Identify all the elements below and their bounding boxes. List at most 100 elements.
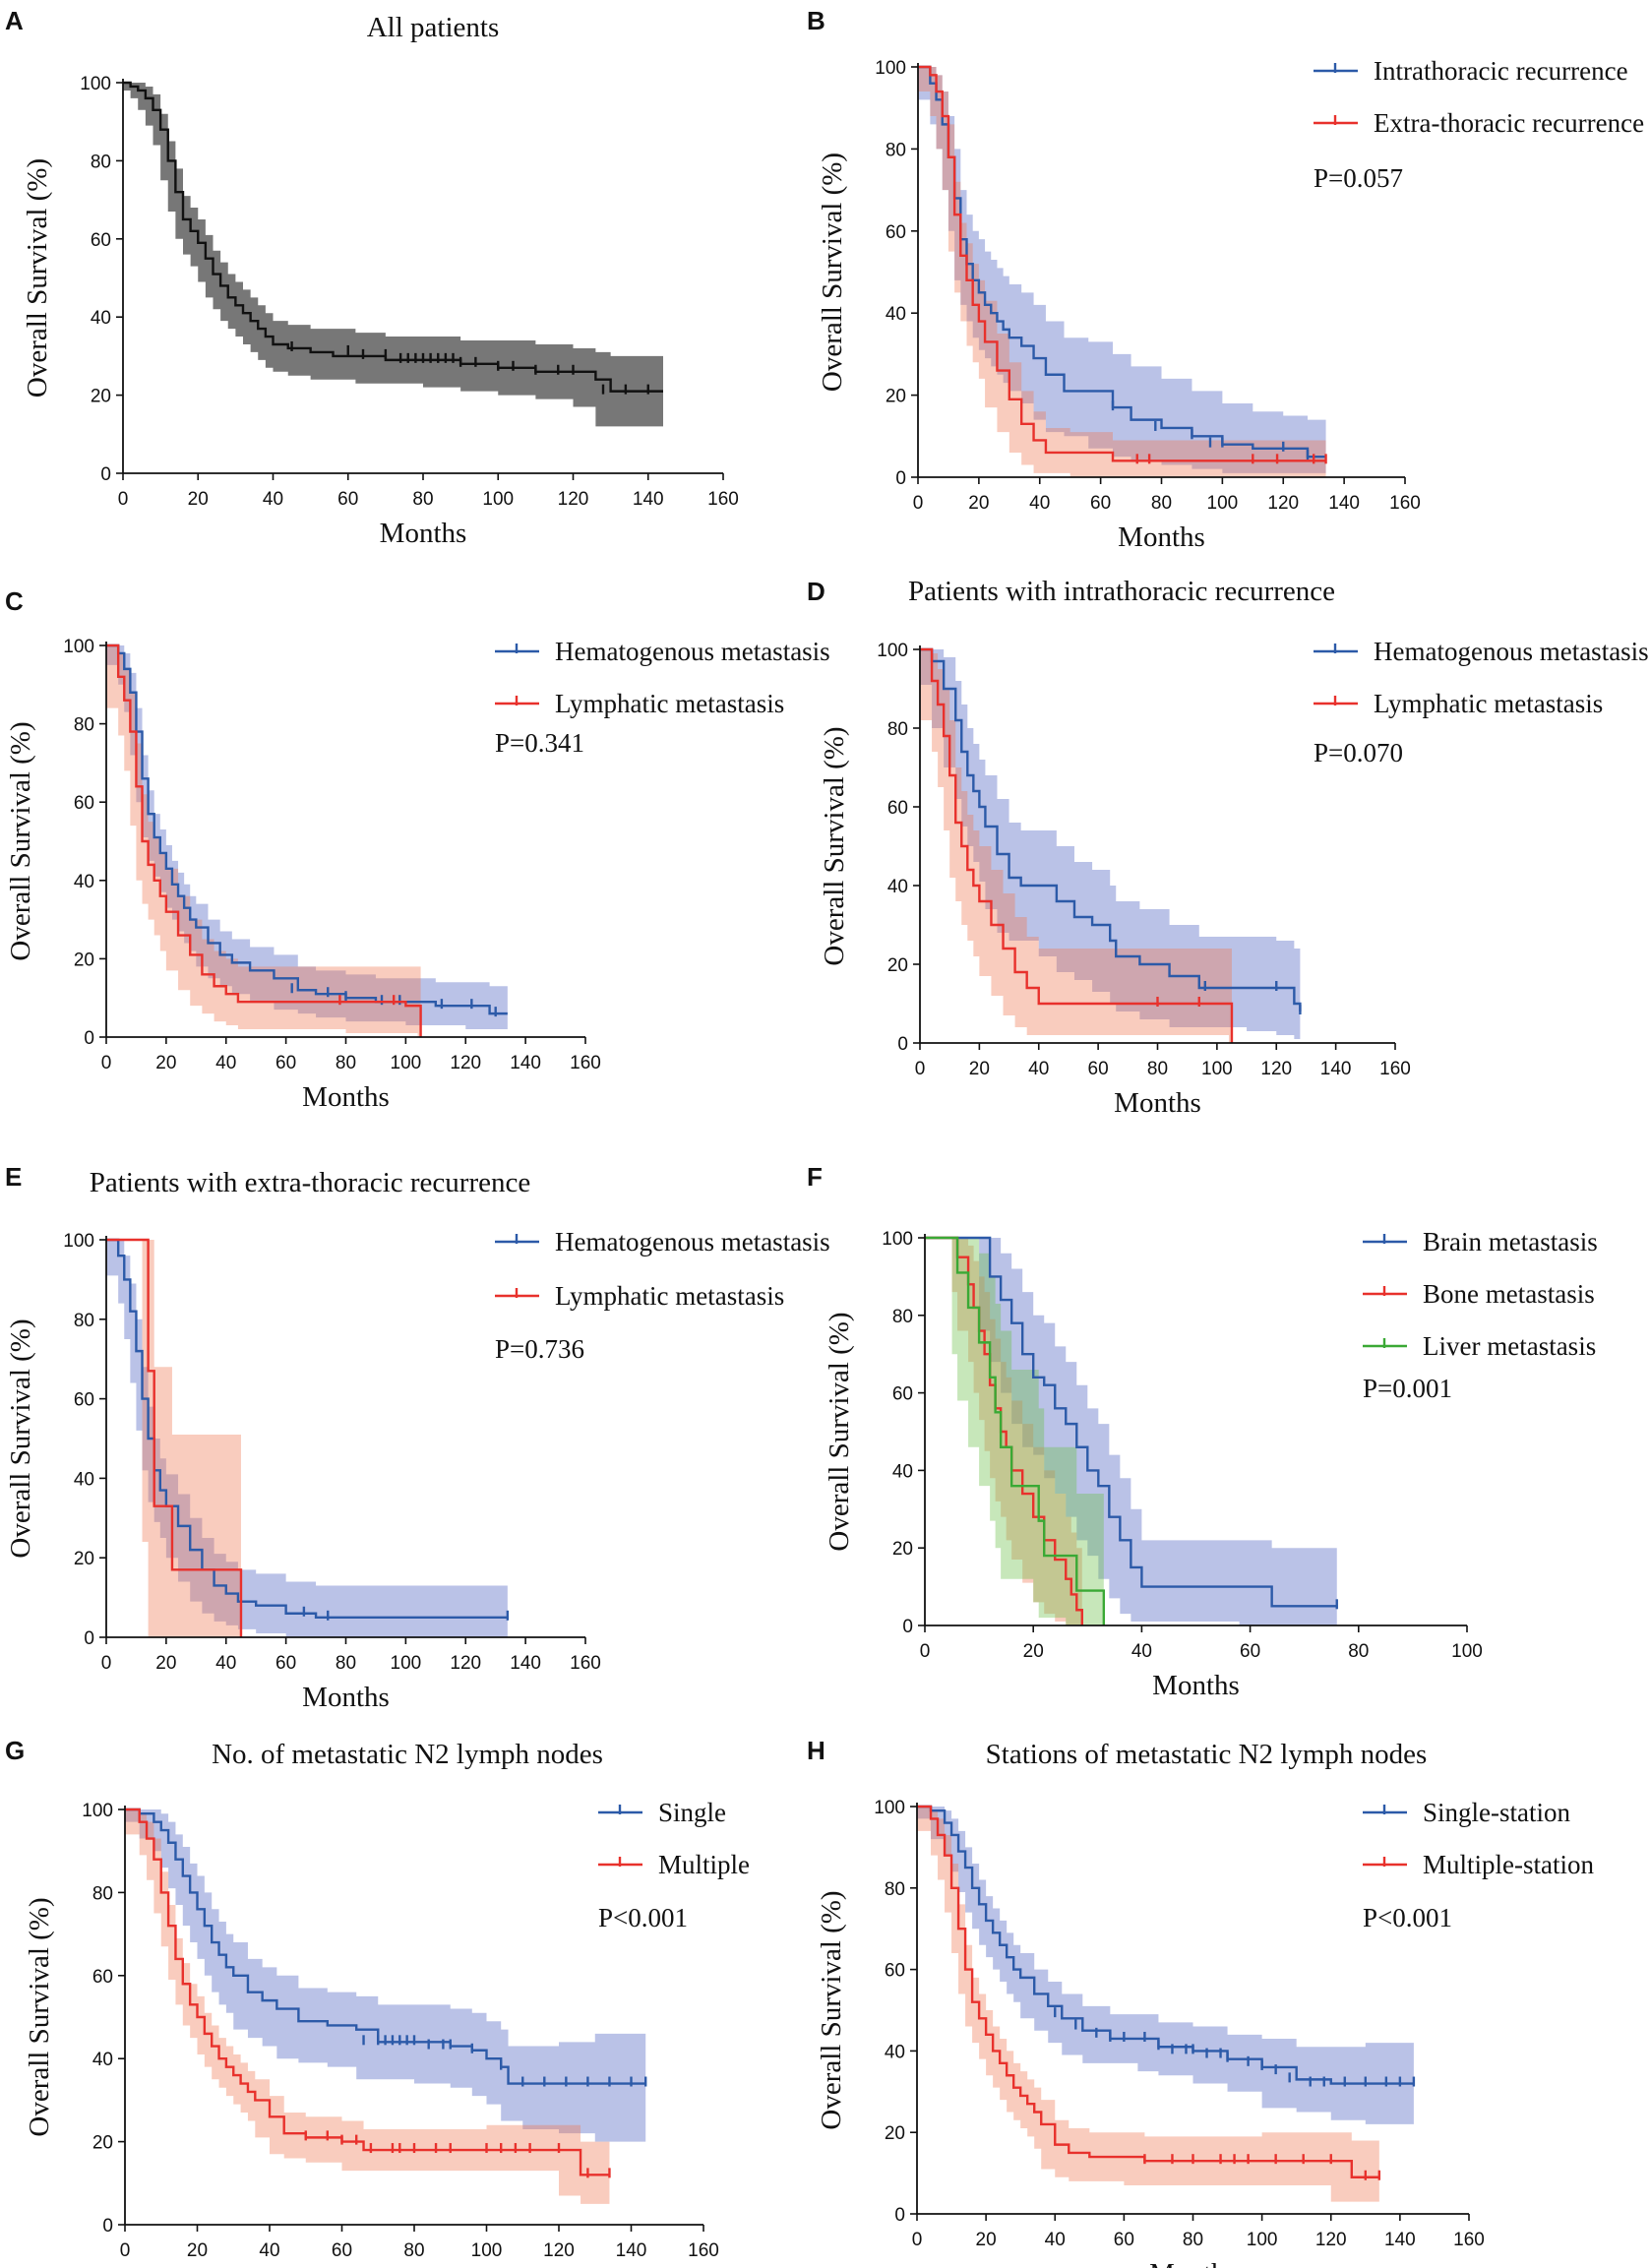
panel-title: Patients with extra-thoracic recurrence xyxy=(90,1167,530,1198)
x-tick-label: 20 xyxy=(976,2230,997,2250)
survival-curve-1 xyxy=(918,65,1326,462)
panel-H: H Stations of metastatic N2 lymph nodes 0 2… xyxy=(807,1736,1594,2268)
x-tick-label: 120 xyxy=(1315,2230,1347,2250)
x-tick-label: 160 xyxy=(1379,1059,1411,1079)
y-tick-label: 20 xyxy=(74,950,94,970)
x-tick-label: 60 xyxy=(275,1653,296,1674)
x-tick-label: 140 xyxy=(510,1653,541,1674)
survival-curve-1 xyxy=(917,1805,1379,2178)
legend-label: Hematogenous metastasis xyxy=(555,637,830,666)
x-tick-label: 160 xyxy=(570,1053,601,1073)
x-tick-label: 160 xyxy=(1389,493,1421,514)
x-tick-label: 20 xyxy=(187,2240,208,2261)
p-value: P=0.001 xyxy=(1363,1374,1452,1403)
x-tick-label: 120 xyxy=(450,1053,481,1073)
y-axis-label: Overall Survival (%) xyxy=(816,1890,847,2129)
x-tick-label: 120 xyxy=(1260,1059,1292,1079)
x-tick-label: 80 xyxy=(336,1053,356,1073)
confidence-band-0 xyxy=(106,1240,508,1637)
y-tick-label: 80 xyxy=(887,719,908,740)
x-tick-label: 100 xyxy=(1247,2230,1278,2250)
y-tick-label: 0 xyxy=(84,1628,94,1649)
x-tick-label: 0 xyxy=(915,1059,926,1079)
x-tick-label: 40 xyxy=(215,1053,236,1073)
y-tick-label: 80 xyxy=(885,1879,905,1900)
y-tick-label: 80 xyxy=(92,1883,113,1904)
x-tick-label: 140 xyxy=(1384,2230,1416,2250)
legend-label: Hematogenous metastasis xyxy=(1374,637,1649,666)
legend-label: Lymphatic metastasis xyxy=(1374,689,1603,718)
y-tick-label: 80 xyxy=(892,1307,913,1327)
y-tick-label: 60 xyxy=(885,1961,905,1982)
x-tick-label: 0 xyxy=(101,1053,112,1073)
y-axis-label: Overall Survival (%) xyxy=(24,1897,55,2136)
y-tick-label: 20 xyxy=(92,2133,113,2154)
confidence-band-0 xyxy=(917,1807,1414,2124)
x-tick-label: 40 xyxy=(259,2240,279,2261)
legend-label: Liver metastasis xyxy=(1423,1331,1596,1361)
x-tick-label: 0 xyxy=(912,2230,923,2250)
p-value: P<0.001 xyxy=(598,1903,688,1932)
p-value: P=0.341 xyxy=(495,728,584,758)
x-tick-label: 140 xyxy=(1320,1059,1352,1079)
y-tick-label: 100 xyxy=(875,58,906,79)
panel-letter: B xyxy=(807,6,825,35)
x-tick-label: 160 xyxy=(688,2240,719,2261)
y-tick-label: 0 xyxy=(894,2205,905,2226)
y-tick-label: 40 xyxy=(92,2050,113,2070)
y-tick-label: 0 xyxy=(100,464,111,485)
x-tick-label: 80 xyxy=(403,2240,424,2261)
confidence-band-1 xyxy=(106,1240,241,1637)
x-tick-label: 40 xyxy=(1029,493,1050,514)
y-tick-label: 60 xyxy=(91,230,111,251)
y-tick-label: 20 xyxy=(886,387,906,407)
y-tick-label: 40 xyxy=(892,1461,913,1482)
y-tick-label: 40 xyxy=(885,2042,905,2062)
y-tick-label: 60 xyxy=(887,798,908,819)
y-tick-label: 20 xyxy=(887,955,908,976)
y-tick-label: 100 xyxy=(877,641,908,661)
legend-label: Lymphatic metastasis xyxy=(555,1281,784,1311)
legend-label: Intrathoracic recurrence xyxy=(1374,56,1628,86)
x-tick-label: 60 xyxy=(332,2240,352,2261)
x-tick-label: 160 xyxy=(570,1653,601,1674)
y-tick-label: 100 xyxy=(63,637,94,657)
x-tick-label: 120 xyxy=(543,2240,575,2261)
survival-curve-0 xyxy=(106,644,508,1015)
y-tick-label: 60 xyxy=(92,1967,113,1988)
survival-curve-2 xyxy=(925,1236,1106,1625)
p-value: P=0.070 xyxy=(1314,738,1403,767)
panel-G: G No. of metastatic N2 lymph nodes 0 20 40 60… xyxy=(5,1736,750,2261)
panel-C: C0 20 40 60 80 100 120 140 160020406080100Months… xyxy=(5,586,830,1113)
x-tick-label: 160 xyxy=(707,489,739,510)
p-value: P<0.001 xyxy=(1363,1903,1452,1932)
panel-E: E Patients with extra-thoracic recurrence… xyxy=(5,1162,830,1713)
survival-curve-1 xyxy=(106,644,422,1037)
y-tick-label: 40 xyxy=(886,304,906,325)
confidence-band-1 xyxy=(918,67,1326,477)
x-tick-label: 100 xyxy=(391,1653,422,1674)
panel-letter: G xyxy=(5,1736,25,1765)
y-tick-label: 100 xyxy=(874,1798,905,1818)
panel-letter: E xyxy=(5,1162,22,1192)
y-axis-label: Overall Survival (%) xyxy=(22,158,53,398)
survival-curve-1 xyxy=(106,1238,243,1637)
confidence-band-0 xyxy=(106,645,508,1030)
y-tick-label: 100 xyxy=(882,1229,913,1250)
x-axis-label: Months xyxy=(380,518,467,549)
x-tick-label: 20 xyxy=(968,493,989,514)
y-tick-label: 40 xyxy=(91,308,111,329)
y-tick-label: 20 xyxy=(892,1539,913,1560)
x-tick-label: 60 xyxy=(275,1053,296,1073)
x-tick-label: 20 xyxy=(188,489,209,510)
x-tick-label: 40 xyxy=(1045,2230,1066,2250)
panel-title: Stations of metastatic N2 lymph nodes xyxy=(986,1739,1428,1770)
x-axis-label: Months xyxy=(302,1081,390,1113)
y-tick-label: 60 xyxy=(892,1384,913,1405)
panel-letter: H xyxy=(807,1736,825,1765)
x-tick-label: 140 xyxy=(633,489,664,510)
x-tick-label: 0 xyxy=(920,1641,931,1662)
y-tick-label: 40 xyxy=(74,872,94,892)
y-tick-label: 20 xyxy=(91,387,111,407)
